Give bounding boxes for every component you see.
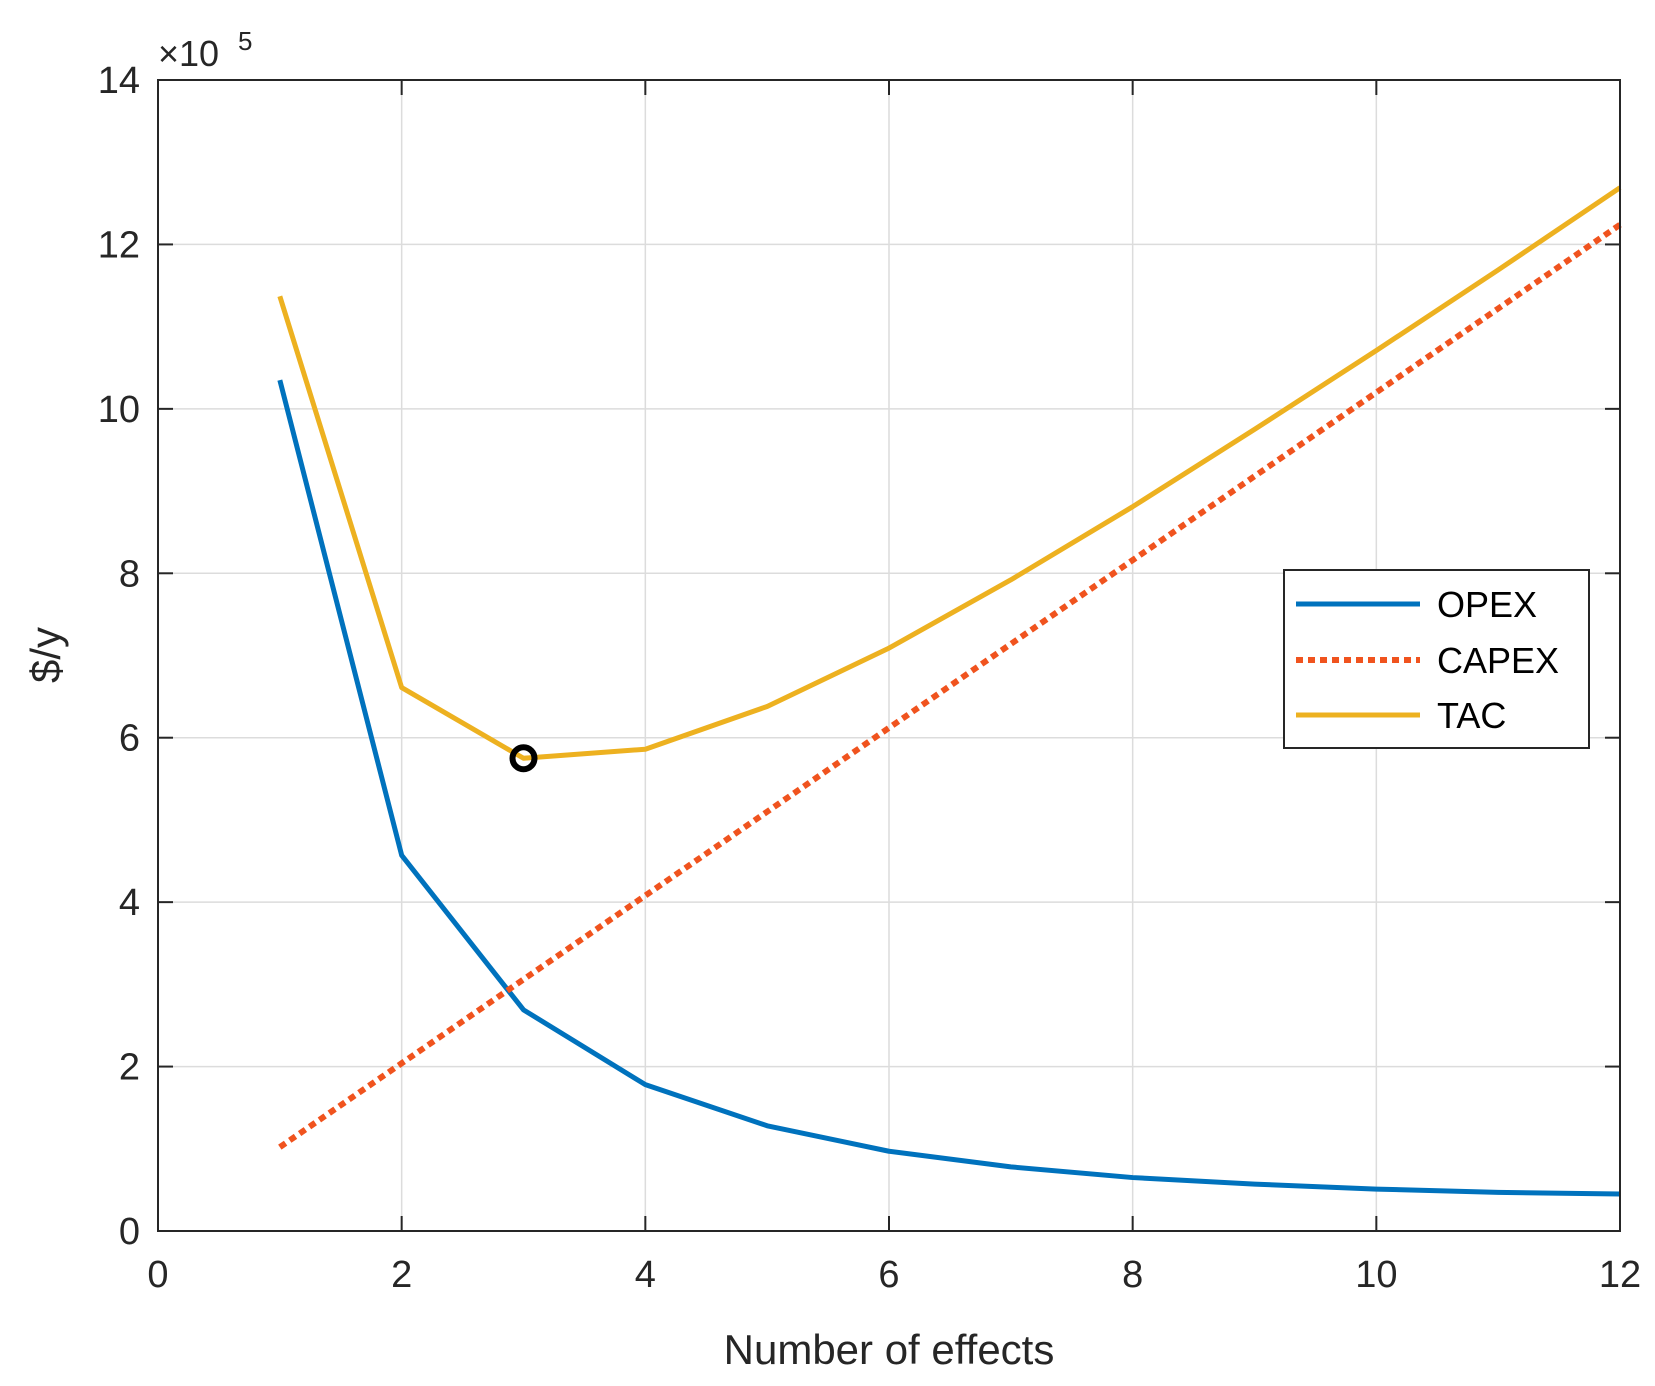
y-tick-label: 10	[98, 389, 140, 431]
y-axis-label: $/y	[22, 627, 69, 683]
y-tick-label: 4	[119, 882, 140, 924]
x-tick-label: 12	[1599, 1254, 1641, 1296]
y-tick-label: 8	[119, 553, 140, 595]
ticks: 0 2 4 6 8 10 12 0 2 4 6 8 10 12 14	[98, 60, 1641, 1296]
minimum-marker	[509, 744, 538, 773]
y-tick-label: 14	[98, 60, 140, 102]
legend-label-opex: OPEX	[1437, 584, 1537, 625]
x-tick-label: 4	[635, 1254, 656, 1296]
series-layer	[277, 185, 1622, 1197]
x-tick-label: 6	[878, 1254, 899, 1296]
y-tick-label: 12	[98, 224, 140, 266]
series-line-tac	[277, 185, 1622, 761]
y-tick-label: 6	[119, 718, 140, 760]
y-tick-label: 2	[119, 1047, 140, 1089]
legend: OPEX CAPEX TAC	[1283, 569, 1590, 749]
y-exponent-label: ×10	[158, 33, 219, 74]
x-tick-label: 8	[1122, 1254, 1143, 1296]
marker-layer	[509, 744, 538, 773]
y-exponent-power: 5	[238, 26, 252, 56]
legend-label-tac: TAC	[1437, 695, 1506, 736]
y-tick-label: 0	[119, 1211, 140, 1253]
x-tick-label: 2	[391, 1254, 412, 1296]
legend-label-capex: CAPEX	[1437, 640, 1559, 681]
x-tick-label: 0	[147, 1254, 168, 1296]
x-tick-label: 10	[1355, 1254, 1397, 1296]
x-axis-label: Number of effects	[724, 1326, 1055, 1373]
series-line-opex	[277, 379, 1621, 1197]
